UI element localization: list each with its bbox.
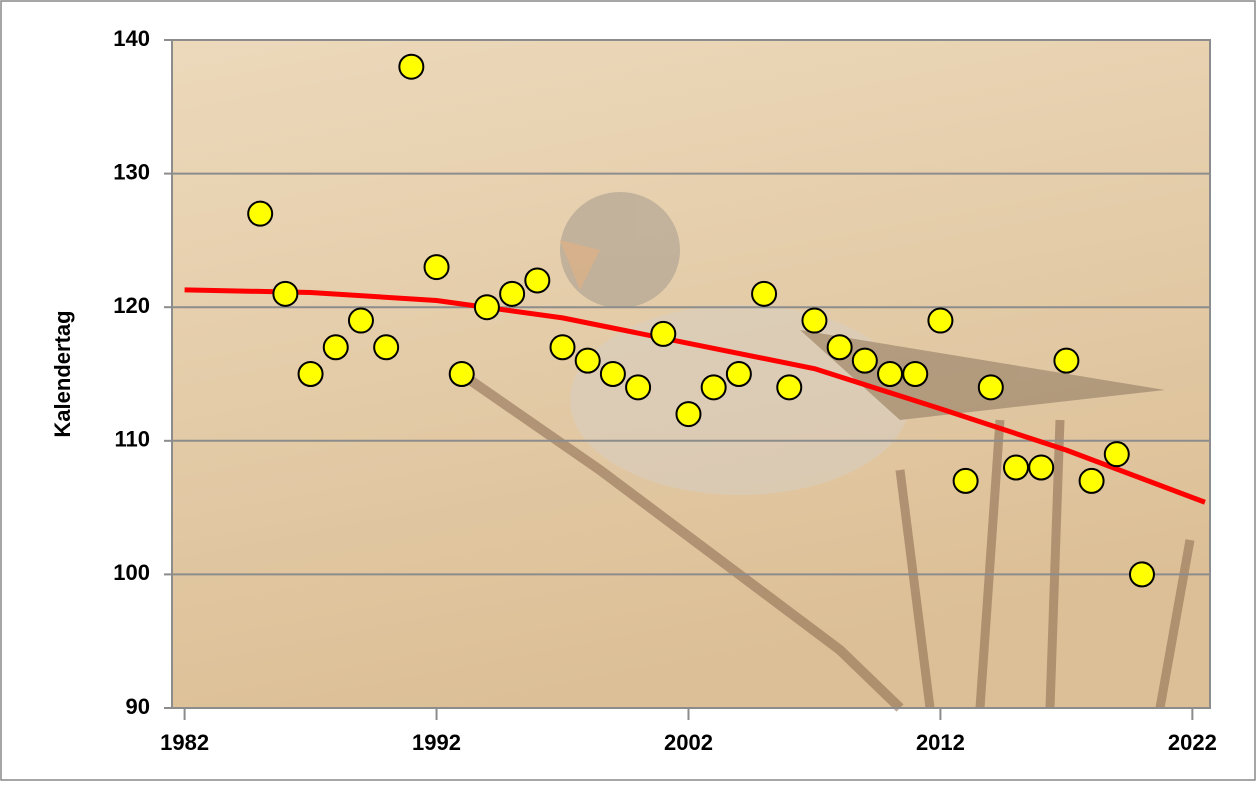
data-point bbox=[374, 335, 398, 359]
data-point bbox=[399, 55, 423, 79]
data-point bbox=[1029, 456, 1053, 480]
data-point bbox=[954, 469, 978, 493]
y-tick-label: 130 bbox=[113, 159, 150, 184]
data-point bbox=[425, 255, 449, 279]
x-tick-label: 1992 bbox=[412, 730, 461, 755]
x-tick-label: 1982 bbox=[160, 730, 209, 755]
x-tick-label: 2012 bbox=[916, 730, 965, 755]
data-point bbox=[475, 295, 499, 319]
data-point bbox=[1080, 469, 1104, 493]
data-point bbox=[878, 362, 902, 386]
data-point bbox=[324, 335, 348, 359]
data-point bbox=[1130, 562, 1154, 586]
y-tick-label: 110 bbox=[115, 427, 151, 452]
data-point bbox=[1054, 349, 1078, 373]
data-point bbox=[248, 202, 272, 226]
data-point bbox=[1105, 442, 1129, 466]
data-point bbox=[273, 282, 297, 306]
data-point bbox=[299, 362, 323, 386]
data-point bbox=[349, 309, 373, 333]
data-point bbox=[928, 309, 952, 333]
data-point bbox=[802, 309, 826, 333]
data-point bbox=[777, 375, 801, 399]
data-point bbox=[903, 362, 927, 386]
data-point bbox=[500, 282, 524, 306]
y-tick-label: 100 bbox=[113, 560, 150, 585]
data-point bbox=[601, 362, 625, 386]
chart: Kalendertag 90 100 110 120 130 140 1982 1992 200… bbox=[0, 0, 1256, 781]
y-tick-label: 90 bbox=[126, 694, 150, 719]
y-tick-label: 140 bbox=[113, 26, 150, 51]
data-point bbox=[651, 322, 675, 346]
x-tick-label: 2022 bbox=[1168, 730, 1217, 755]
data-point bbox=[752, 282, 776, 306]
data-point bbox=[676, 402, 700, 426]
data-point bbox=[828, 335, 852, 359]
data-point bbox=[450, 362, 474, 386]
data-point bbox=[626, 375, 650, 399]
data-point bbox=[853, 349, 877, 373]
data-point bbox=[727, 362, 751, 386]
y-axis-label: Kalendertag bbox=[50, 310, 75, 437]
data-point bbox=[979, 375, 1003, 399]
x-tick-label: 2002 bbox=[664, 730, 713, 755]
data-point bbox=[1004, 456, 1028, 480]
data-point bbox=[551, 335, 575, 359]
data-point bbox=[702, 375, 726, 399]
data-point bbox=[525, 268, 549, 292]
data-point bbox=[576, 349, 600, 373]
y-tick-label: 120 bbox=[113, 293, 150, 318]
